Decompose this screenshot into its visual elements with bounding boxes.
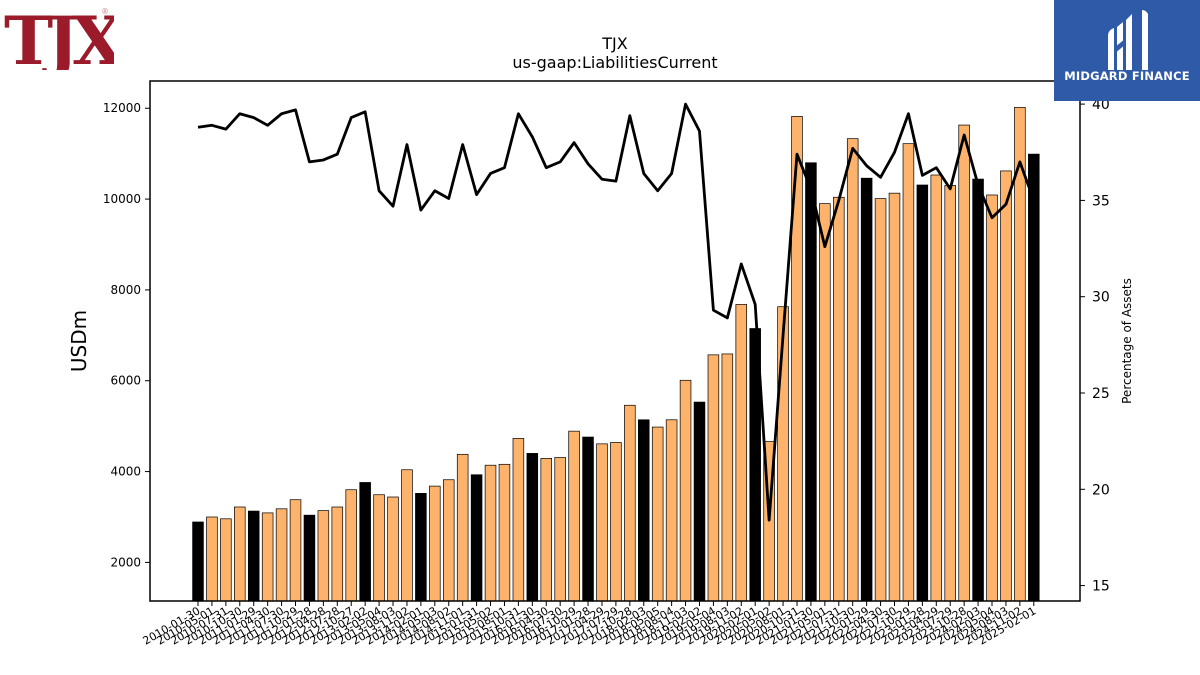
- y-tick-label: 10000: [103, 192, 141, 206]
- y2-tick-label: 35: [1092, 193, 1110, 209]
- tjx-logo: TJX ®: [4, 2, 130, 80]
- bar: [359, 482, 371, 602]
- brand-name: MIDGARD FINANCE: [1064, 69, 1190, 83]
- bar: [220, 518, 232, 602]
- y-tick-label: 12000: [103, 101, 141, 115]
- bar: [387, 496, 399, 602]
- bar: [247, 510, 260, 602]
- bar: [651, 426, 664, 602]
- bar: [554, 457, 566, 602]
- bar: [638, 419, 650, 602]
- bar: [819, 203, 831, 602]
- bar: [289, 499, 302, 602]
- bar: [693, 401, 706, 602]
- bar: [624, 404, 636, 602]
- bar: [665, 419, 678, 602]
- y2-tick-label: 15: [1092, 579, 1110, 595]
- bar: [846, 138, 859, 602]
- bar: [582, 436, 594, 602]
- chart-subtitle: us-gaap:LiabilitiesCurrent: [512, 53, 717, 72]
- midgard-logo-icon: [1108, 10, 1148, 70]
- y2-tick-label: 25: [1092, 386, 1110, 402]
- bar: [234, 506, 246, 602]
- bar: [568, 430, 580, 602]
- bar: [944, 185, 956, 602]
- bar: [498, 463, 511, 602]
- tjx-logo-mark: TJX ®: [4, 2, 130, 80]
- bar: [442, 479, 455, 602]
- y2-tick-label: 40: [1092, 97, 1110, 113]
- bar: [972, 178, 984, 602]
- bar: [707, 354, 720, 602]
- chart-title: TJX: [601, 34, 627, 53]
- bar: [958, 124, 970, 602]
- bar: [317, 510, 330, 602]
- bar: [833, 196, 845, 602]
- bar: [1000, 170, 1012, 602]
- bar: [373, 494, 385, 602]
- bar: [888, 192, 901, 602]
- bar: [484, 464, 497, 602]
- bar: [916, 184, 929, 602]
- bar: [470, 474, 483, 602]
- bar: [735, 304, 748, 602]
- bar: [930, 174, 943, 602]
- bar: [1014, 106, 1026, 602]
- y2-tick-label: 20: [1092, 482, 1110, 498]
- bar: [331, 506, 344, 602]
- bar: [206, 516, 218, 602]
- svg-text:TJX: TJX: [4, 2, 114, 70]
- bar: [526, 453, 539, 602]
- bar: [805, 162, 817, 602]
- y-axis-right: 15 20 25 30 35 40: [1080, 97, 1110, 595]
- bar: [1028, 153, 1040, 602]
- plot-frame: [149, 80, 1081, 602]
- bar: [596, 443, 608, 602]
- bar: [986, 194, 998, 602]
- bar: [303, 514, 316, 602]
- y2-axis-label: Percentage of Assets: [1120, 278, 1134, 404]
- bar: [429, 485, 441, 602]
- bar: [679, 379, 692, 602]
- y-tick-label: 6000: [110, 374, 141, 388]
- bar: [415, 493, 427, 602]
- bar: [456, 453, 469, 602]
- bar: [275, 508, 288, 602]
- bar: [721, 353, 734, 602]
- percent-line-series: [197, 102, 1036, 522]
- y-tick-label: 4000: [110, 465, 141, 479]
- y-tick-label: 8000: [110, 283, 141, 297]
- y-tick-label: 2000: [110, 555, 141, 569]
- bar: [261, 512, 274, 602]
- bar: [192, 521, 204, 602]
- bar: [610, 442, 622, 602]
- y-axis-label: USDm: [67, 310, 91, 372]
- bar: [512, 438, 525, 602]
- x-axis: 2010-01-302010-05-012010-07-312010-10-30…: [141, 601, 1038, 648]
- svg-text:®: ®: [101, 7, 109, 16]
- bar: [874, 198, 887, 602]
- bar: [540, 458, 552, 602]
- bar: [345, 489, 357, 602]
- y-axis-left: 2000 4000 6000 8000 10000 12000: [103, 101, 150, 569]
- y2-tick-label: 30: [1092, 290, 1110, 306]
- bar: [860, 177, 873, 602]
- bar: [902, 143, 915, 602]
- bar: [401, 469, 413, 602]
- percent-line: [197, 102, 1036, 522]
- midgard-finance-logo: MIDGARD FINANCE: [1054, 0, 1200, 101]
- bar-series: [192, 106, 1040, 602]
